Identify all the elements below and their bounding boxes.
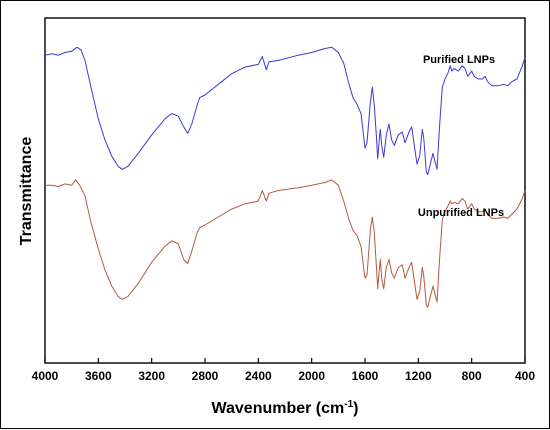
x-tick-label-2400: 2400 bbox=[245, 369, 272, 383]
x-tick-label-800: 800 bbox=[462, 369, 482, 383]
x-axis-title-end: ) bbox=[353, 400, 358, 417]
x-tick-label-1200: 1200 bbox=[405, 369, 432, 383]
series-labels: Purified LNPs Unpurified LNPs bbox=[418, 54, 504, 219]
series-label-unpurified: Unpurified LNPs bbox=[418, 207, 504, 219]
x-tick-label-4000: 4000 bbox=[32, 369, 59, 383]
series-line-purified bbox=[44, 46, 526, 176]
x-axis-title-main: Wavenumber (cm bbox=[211, 400, 344, 417]
x-axis-title-superscript: -1 bbox=[344, 399, 353, 410]
y-axis-title: Transmittance bbox=[18, 137, 35, 246]
series-label-purified: Purified LNPs bbox=[423, 54, 495, 66]
x-tick-label-3600: 3600 bbox=[85, 369, 112, 383]
x-tick-label-2800: 2800 bbox=[192, 369, 219, 383]
x-tick-label-2000: 2000 bbox=[298, 369, 325, 383]
x-axis-title: Wavenumber (cm-1) bbox=[211, 399, 358, 417]
x-tick-label-3200: 3200 bbox=[138, 369, 165, 383]
x-tick-label-1600: 1600 bbox=[352, 369, 379, 383]
x-tick-label-400: 400 bbox=[515, 369, 535, 383]
series-lines bbox=[44, 46, 526, 308]
series-line-unpurified bbox=[45, 179, 526, 308]
x-axis-tick-labels: 4000 3600 3200 2800 2400 2000 1600 1200 800 400 bbox=[32, 369, 536, 383]
x-axis-ticks bbox=[44, 358, 526, 363]
